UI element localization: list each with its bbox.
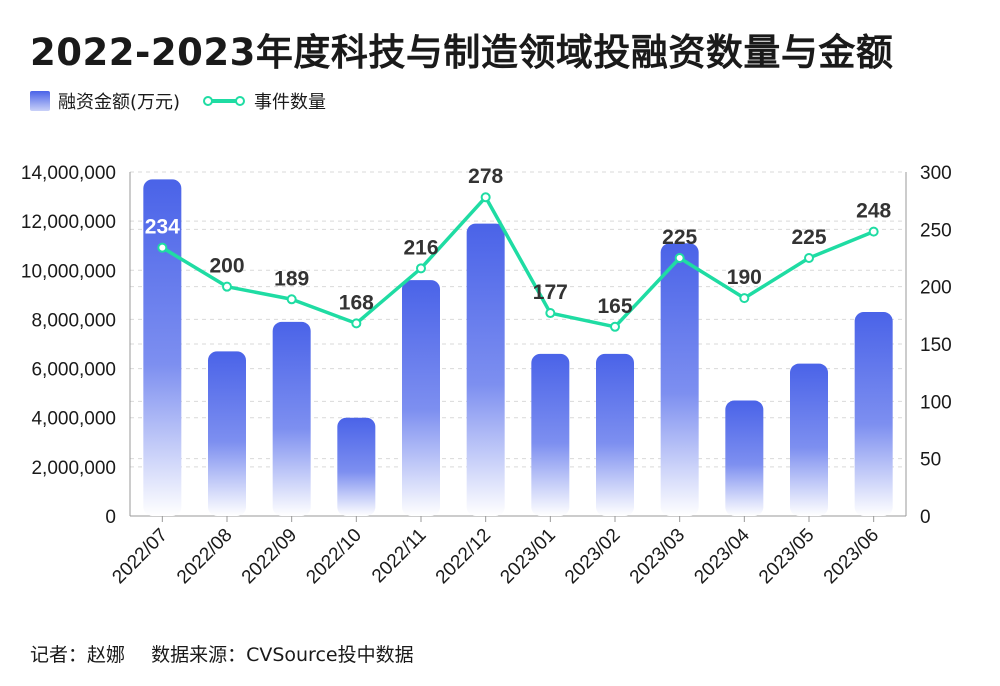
footer: 记者：赵娜 数据来源：CVSource投中数据 (30, 640, 434, 667)
bar (725, 400, 764, 516)
bar (402, 280, 440, 516)
line-point (739, 293, 750, 304)
bar (143, 179, 182, 516)
line-data-label: 200 (209, 255, 244, 278)
line-data-label: 225 (791, 226, 826, 249)
legend-bar-swatch (30, 91, 50, 111)
y-left-tick-label: 8,000,000 (31, 310, 116, 331)
line-point (222, 281, 232, 292)
x-tick-label: 2023/06 (820, 525, 883, 588)
y-right-tick-label: 0 (920, 507, 931, 528)
y-left-tick-label: 0 (105, 507, 116, 528)
line-data-label: 225 (662, 226, 697, 249)
line-data-label: 234 (145, 216, 180, 239)
legend-line-label: 事件数量 (254, 92, 327, 113)
line-point (804, 253, 814, 263)
bar (854, 312, 893, 516)
line-point (545, 308, 556, 319)
footer-source: 数据来源：CVSource投中数据 (151, 644, 414, 666)
line-data-label: 177 (533, 281, 568, 304)
y-left-tick-label: 2,000,000 (31, 458, 116, 479)
line-data-label: 190 (727, 266, 762, 289)
legend-line-swatch (203, 96, 246, 106)
line-point (157, 242, 168, 253)
line-point (351, 318, 362, 329)
x-tick-label: 2023/03 (626, 525, 689, 588)
bar (790, 363, 828, 516)
footer-reporter: 记者：赵娜 (30, 644, 126, 666)
line-point (480, 192, 491, 203)
chart-title: 2022-2023年度科技与制造领域投融资数量与金额 (30, 31, 894, 74)
x-tick-label: 2023/02 (561, 525, 624, 588)
line-data-label: 248 (856, 200, 891, 223)
line-data-label: 168 (339, 291, 374, 314)
line-data-label: 165 (597, 295, 632, 318)
y-left-tick-label: 10,000,000 (21, 261, 116, 282)
x-tick-label: 2022/12 (432, 525, 495, 588)
x-tick-label: 2022/08 (173, 525, 236, 588)
line-data-label: 189 (274, 267, 309, 290)
bar (596, 353, 634, 516)
y-right-tick-label: 100 (920, 392, 952, 413)
x-tick-label: 2022/09 (238, 525, 301, 588)
y-left-tick-label: 6,000,000 (31, 360, 116, 381)
line-point (868, 226, 879, 237)
line-series (161, 195, 875, 329)
legend-item-bar: 融资金额(万元) (30, 88, 180, 114)
y-right-tick-label: 150 (920, 335, 952, 356)
line-point (416, 263, 426, 274)
bar (466, 223, 505, 516)
x-tick-label: 2023/01 (496, 525, 559, 588)
legend-bar-label: 融资金额(万元) (58, 92, 181, 113)
x-tick-label: 2022/10 (302, 525, 365, 588)
y-right-tick-label: 250 (920, 220, 952, 241)
y-left-tick-label: 4,000,000 (31, 409, 116, 430)
x-tick-label: 2022/07 (108, 525, 171, 588)
x-tick-label: 2022/11 (368, 525, 430, 587)
y-right-tick-label: 200 (920, 278, 952, 299)
bar (531, 353, 570, 516)
line-point (674, 253, 685, 263)
bar (208, 351, 246, 516)
y-left-tick-label: 14,000,000 (21, 163, 116, 184)
y-right-tick-label: 50 (920, 450, 941, 471)
y-right-tick-label: 300 (920, 163, 952, 184)
line-data-label: 216 (403, 236, 438, 259)
x-tick-label: 2023/05 (755, 525, 818, 588)
line-data-label: 278 (468, 165, 503, 188)
bar (660, 243, 699, 516)
x-tick-label: 2023/04 (690, 524, 754, 588)
y-left-tick-label: 12,000,000 (21, 212, 116, 233)
line-point (286, 294, 297, 305)
line-point (610, 321, 620, 332)
legend: 融资金额(万元) 事件数量 (30, 88, 348, 114)
bar (337, 417, 376, 516)
legend-item-line: 事件数量 (202, 88, 326, 114)
bar (272, 321, 311, 516)
